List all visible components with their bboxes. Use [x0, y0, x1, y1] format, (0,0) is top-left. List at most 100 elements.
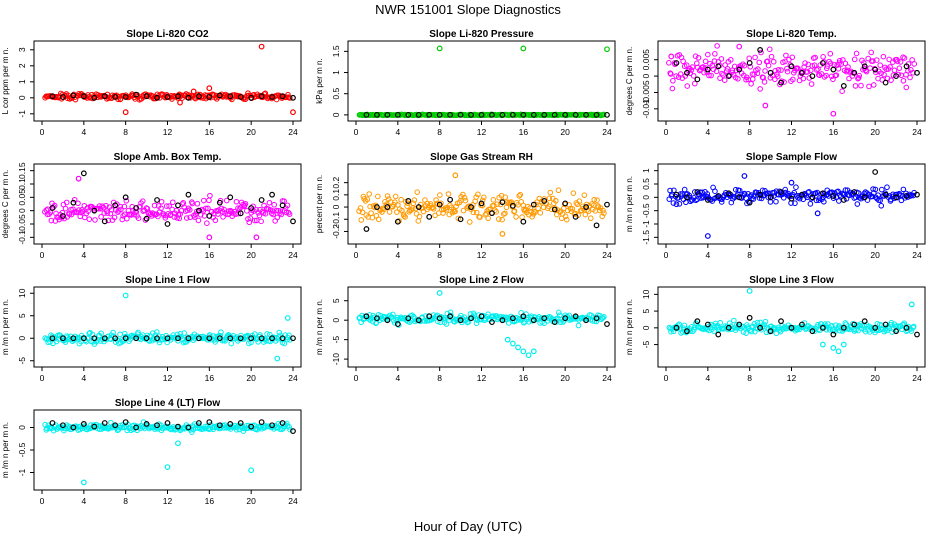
hourly-mean-point — [363, 226, 370, 232]
data-point — [143, 205, 150, 211]
data-point — [812, 54, 818, 61]
x-tick-label: 4 — [395, 127, 400, 137]
data-points — [42, 43, 296, 116]
data-point — [485, 215, 491, 222]
data-point — [194, 200, 201, 207]
data-point — [120, 213, 126, 219]
hourly-mean-point — [593, 111, 600, 118]
data-point — [907, 74, 913, 81]
hourly-mean-point — [851, 321, 858, 328]
data-point — [576, 198, 583, 205]
data-point — [537, 210, 544, 216]
data-point — [421, 318, 428, 324]
data-point — [720, 72, 726, 78]
data-point — [440, 210, 446, 216]
hourly-mean-point — [819, 190, 826, 197]
x-tick-label: 0 — [354, 127, 359, 137]
hourly-mean-point — [509, 202, 516, 209]
hourly-mean-point — [227, 421, 234, 427]
data-point — [166, 203, 172, 209]
data-point — [473, 320, 480, 327]
data-point — [802, 60, 808, 66]
data-point — [711, 328, 717, 335]
data-point — [888, 77, 894, 83]
data-point — [854, 201, 861, 207]
x-tick-label: 4 — [705, 250, 710, 260]
data-point — [905, 68, 911, 74]
data-point — [111, 214, 118, 221]
hourly-mean-point — [195, 93, 202, 100]
x-tick-label: 4 — [81, 250, 86, 260]
hourly-mean-point — [541, 315, 548, 322]
data-point — [790, 76, 796, 83]
data-point — [666, 59, 672, 66]
data-point — [359, 209, 366, 216]
hourly-mean-point — [468, 204, 474, 210]
hourly-mean-point — [154, 197, 160, 203]
data-point — [192, 211, 199, 218]
hourly-mean-point — [819, 60, 826, 66]
data-point — [172, 210, 178, 217]
hourly-mean-point — [60, 94, 66, 100]
data-point — [878, 70, 884, 77]
data-point — [839, 88, 845, 94]
y-tick-label: 0.5 — [331, 88, 341, 100]
x-tick-label: 12 — [163, 250, 173, 260]
panel-9: Slope Line 3 Flow m /m n per m n. 0 4 8 12 16 2… — [625, 275, 926, 383]
data-point — [286, 211, 293, 217]
y-tick-label: 0 — [17, 336, 27, 341]
data-point — [186, 207, 193, 213]
data-point — [673, 201, 680, 208]
hourly-mean-point — [436, 201, 443, 208]
data-point — [900, 186, 907, 193]
hourly-mean-point — [746, 60, 753, 66]
data-point — [669, 85, 676, 92]
x-tick-label: 8 — [437, 250, 442, 260]
data-point — [475, 191, 481, 198]
x-tick-label: 16 — [205, 250, 215, 260]
data-point — [740, 61, 746, 67]
outlier-point — [436, 45, 443, 52]
data-point — [894, 58, 901, 65]
data-point — [815, 66, 821, 72]
data-point — [563, 216, 570, 223]
data-point — [821, 198, 827, 205]
y-tick-label: -1 — [17, 110, 27, 118]
panel-4: Slope Amb. Box Temp. degrees C per m n. 0 4… — [1, 152, 302, 260]
data-points — [666, 43, 920, 117]
hourly-mean-point — [195, 420, 202, 426]
plot-frame — [347, 40, 616, 122]
data-point — [358, 217, 365, 223]
data-point — [879, 77, 886, 83]
hourly-mean-point — [551, 319, 558, 326]
data-point — [66, 211, 73, 218]
data-point — [394, 209, 400, 215]
hourly-mean-point — [133, 91, 140, 98]
data-point — [717, 319, 724, 326]
data-point — [59, 209, 66, 216]
outlier-point — [520, 348, 527, 355]
hourly-mean-point — [509, 315, 516, 322]
x-tick-label: 0 — [664, 127, 669, 137]
outlier-point — [284, 315, 291, 321]
hourly-mean-point — [394, 218, 401, 225]
data-point — [277, 210, 283, 216]
data-point — [62, 205, 69, 212]
data-point — [117, 96, 124, 102]
hourly-mean-point — [133, 205, 140, 211]
hourly-mean-point — [206, 94, 213, 100]
x-tick-label: 24 — [288, 127, 298, 137]
data-point — [556, 309, 562, 316]
data-point — [575, 322, 582, 329]
x-tick-label: 8 — [747, 250, 752, 260]
hourly-mean-point — [101, 420, 108, 426]
outlier-point — [499, 230, 506, 237]
data-point — [203, 205, 209, 212]
hourly-mean-point — [788, 63, 795, 70]
hourly-mean-point — [248, 423, 255, 430]
data-point — [877, 197, 883, 204]
hourly-mean-point — [872, 169, 879, 175]
x-tick-label: 12 — [163, 127, 173, 137]
hourly-mean-point — [436, 111, 443, 118]
data-point — [880, 53, 887, 60]
